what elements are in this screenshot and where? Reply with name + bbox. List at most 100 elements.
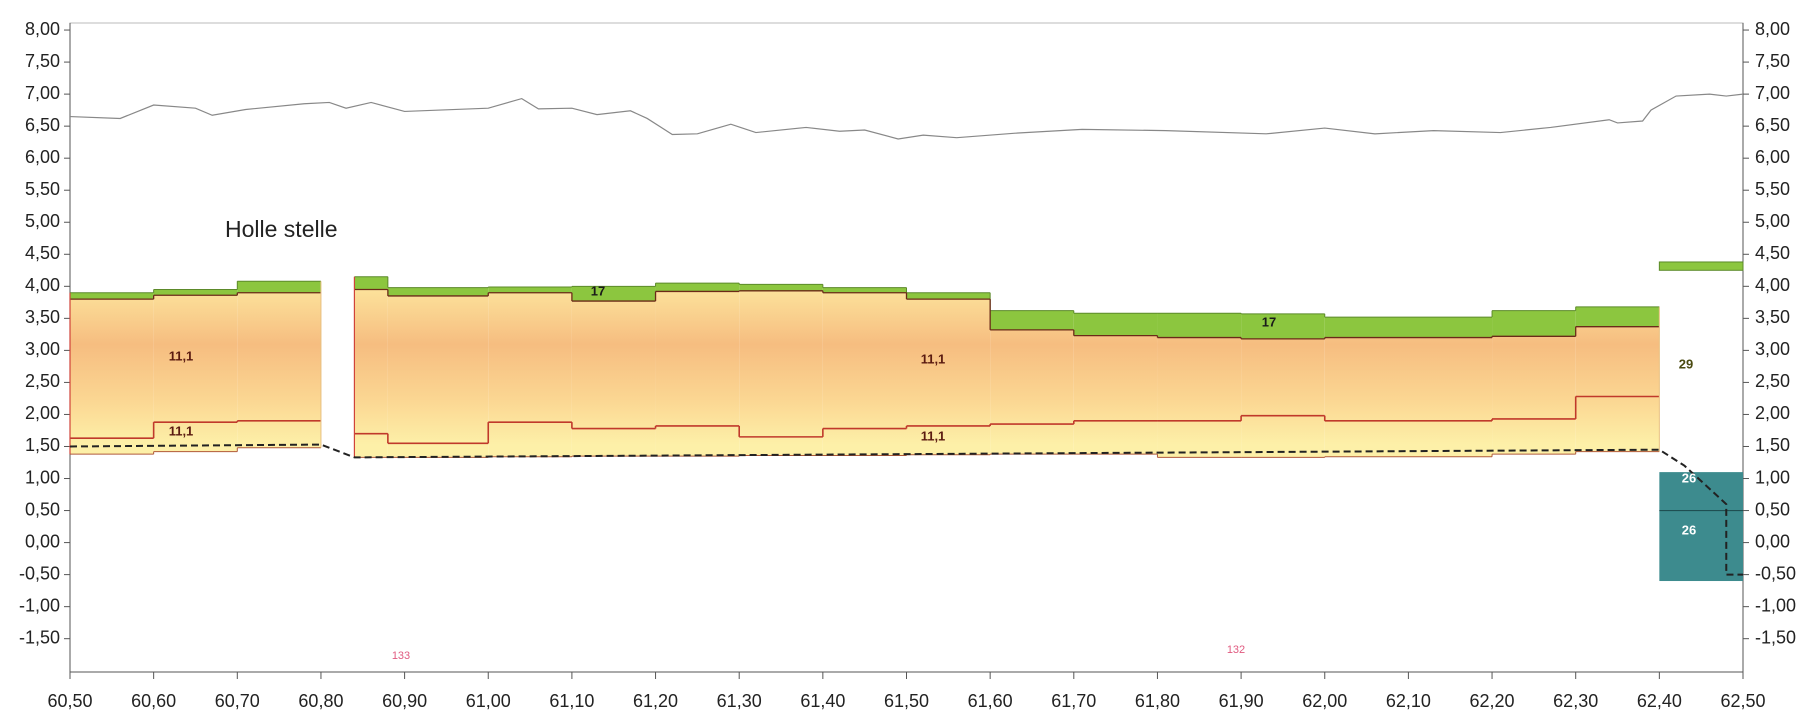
annotation: 132	[1227, 644, 1245, 656]
layer-label: 26	[1682, 470, 1696, 485]
y2-tick-label: 3,00	[1755, 339, 1790, 359]
layer-label: 26	[1682, 522, 1696, 537]
topsoil-layer	[70, 292, 154, 300]
y-tick-label: 2,00	[25, 403, 60, 423]
y2-tick-label: 8,00	[1755, 19, 1790, 39]
soil-layer	[655, 291, 740, 457]
topsoil-layer	[739, 284, 823, 291]
surface-line	[69, 93, 1744, 140]
x-tick-label: 60,50	[47, 691, 92, 711]
y2-tick-label: 3,50	[1755, 307, 1790, 327]
y2-tick-label: 7,50	[1755, 51, 1790, 71]
soil-layer	[1575, 326, 1660, 452]
soil-layer	[990, 329, 1074, 455]
soil-layer	[739, 290, 823, 456]
layer-label: 11,1	[921, 351, 946, 366]
y2-tick-label: -0,50	[1755, 563, 1796, 583]
x-tick-label: 62,40	[1637, 691, 1682, 711]
y2-tick-label: 5,00	[1755, 211, 1790, 231]
y-tick-label: -1,50	[19, 627, 60, 647]
y-tick-label: 3,00	[25, 339, 60, 359]
x-tick-label: 61,00	[466, 691, 511, 711]
soil-layer	[237, 292, 321, 448]
topsoil-layer	[1575, 306, 1660, 327]
water-line	[69, 443, 1743, 576]
x-tick-label: 61,50	[884, 691, 929, 711]
topsoil-layer	[387, 287, 489, 296]
right-topsoil	[1658, 261, 1744, 271]
y2-tick-label: 1,00	[1755, 467, 1790, 487]
x-tick-label: 61,60	[968, 691, 1013, 711]
topsoil-layer	[1157, 313, 1242, 338]
soil-layer	[571, 301, 656, 457]
x-tick-label: 62,20	[1470, 691, 1515, 711]
x-tick-label: 61,10	[549, 691, 594, 711]
x-tick-label: 60,70	[215, 691, 260, 711]
y2-tick-label: 2,50	[1755, 371, 1790, 391]
x-tick-label: 61,80	[1135, 691, 1180, 711]
topsoil-layer	[990, 310, 1074, 330]
x-tick-label: 60,60	[131, 691, 176, 711]
soil-layer	[488, 292, 572, 457]
y2-tick-label: 4,00	[1755, 275, 1790, 295]
topsoil-layer	[488, 286, 572, 293]
x-tick-label: 62,30	[1553, 691, 1598, 711]
y-tick-label: 0,00	[25, 531, 60, 551]
soil-layer	[906, 299, 991, 455]
y-tick-label: 4,50	[25, 243, 60, 263]
teal-block-upper	[1659, 472, 1743, 511]
topsoil-layer	[655, 283, 740, 292]
y-tick-label: 5,50	[25, 179, 60, 199]
topsoil-layer	[1073, 313, 1158, 336]
y-tick-label: -1,00	[19, 595, 60, 615]
layer-label: 11,1	[921, 428, 946, 443]
y2-tick-label: -1,50	[1755, 627, 1796, 647]
y-tick-label: 2,50	[25, 371, 60, 391]
y-tick-label: 6,50	[25, 115, 60, 135]
x-tick-label: 61,30	[717, 691, 762, 711]
x-tick-label: 61,70	[1051, 691, 1096, 711]
topsoil-layer	[822, 287, 907, 293]
soil-layer	[1241, 338, 1325, 458]
soil-layer	[1324, 337, 1493, 457]
annotation: Holle stelle	[225, 216, 338, 242]
x-tick-label: 61,40	[800, 691, 845, 711]
topsoil-layer	[906, 292, 991, 300]
x-tick-label: 61,20	[633, 691, 678, 711]
soil-layer	[1073, 335, 1158, 455]
y-tick-label: 4,00	[25, 275, 60, 295]
y-tick-label: 6,00	[25, 147, 60, 167]
soil-layer	[1157, 337, 1242, 458]
y-tick-label: 7,50	[25, 51, 60, 71]
y-tick-label: 8,00	[25, 19, 60, 39]
y2-tick-label: -1,00	[1755, 595, 1796, 615]
teal-block-lower	[1659, 510, 1743, 582]
soil-layer	[387, 295, 489, 458]
y2-tick-label: 0,00	[1755, 531, 1790, 551]
y2-tick-label: 0,50	[1755, 499, 1790, 519]
y-tick-label: 1,00	[25, 467, 60, 487]
y2-tick-label: 7,00	[1755, 83, 1790, 103]
y-tick-label: -0,50	[19, 563, 60, 583]
y-tick-label: 1,50	[25, 435, 60, 455]
y2-tick-label: 6,50	[1755, 115, 1790, 135]
layer-label: 11,1	[169, 348, 194, 363]
topsoil-layer	[237, 281, 321, 293]
y2-tick-label: 1,50	[1755, 435, 1790, 455]
y-tick-label: 0,50	[25, 499, 60, 519]
x-tick-label: 60,80	[298, 691, 343, 711]
x-tick-label: 62,50	[1720, 691, 1765, 711]
soil-layer	[822, 292, 907, 456]
layer-label: 17	[591, 283, 605, 298]
topsoil-layer	[1241, 313, 1325, 339]
y2-tick-label: 2,00	[1755, 403, 1790, 423]
y-tick-label: 7,00	[25, 83, 60, 103]
y2-tick-label: 4,50	[1755, 243, 1790, 263]
topsoil-layer	[153, 289, 238, 296]
topsoil-layer	[1324, 317, 1493, 338]
soil-layer	[354, 289, 388, 458]
soil-layer	[70, 299, 154, 455]
topsoil-layer	[1492, 310, 1576, 337]
y2-tick-label: 5,50	[1755, 179, 1790, 199]
